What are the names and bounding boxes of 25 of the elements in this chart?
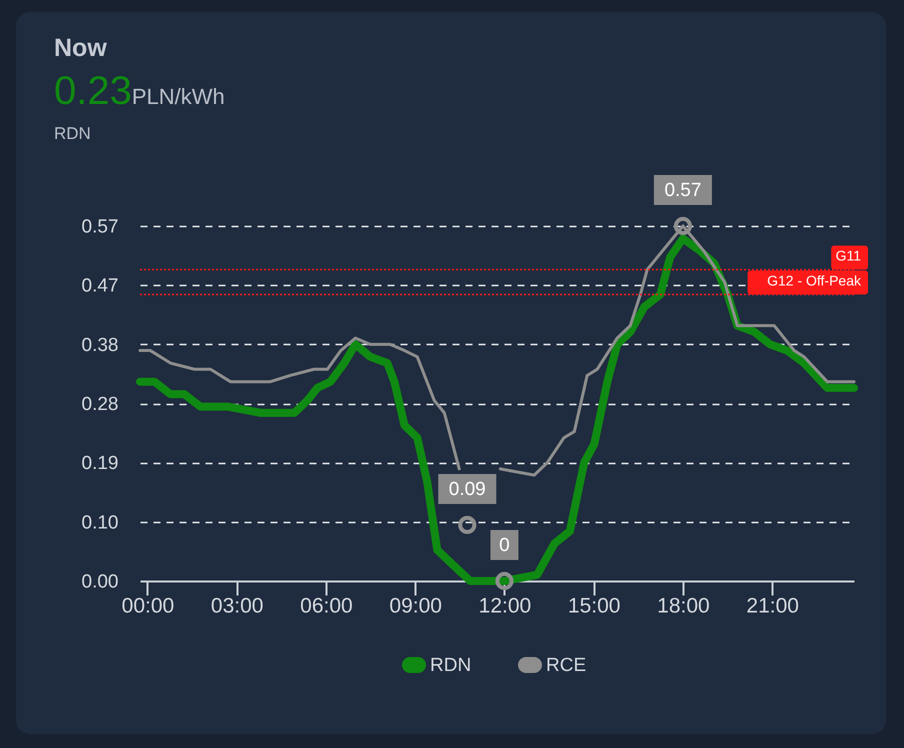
ref-line-label: G11 <box>836 248 862 264</box>
chart-title: Now <box>54 34 108 63</box>
text: RDN <box>54 124 92 144</box>
y-tick-label: 0.19 <box>82 453 118 474</box>
x-tick-label: 03:00 <box>210 594 264 618</box>
y-tick-label: 0.28 <box>82 394 118 415</box>
chart-subtitle: 0.23PLN/kWh <box>54 69 225 113</box>
annotation: 0.57 <box>664 180 702 201</box>
legend-label: RDN <box>430 655 472 676</box>
y-tick-label: 0.10 <box>82 512 118 534</box>
y-tick-label: 0.47 <box>82 276 118 297</box>
y-tick-label: 0.00 <box>82 572 118 592</box>
x-tick-label: 00:00 <box>122 594 174 618</box>
y-tick-label: 0.38 <box>82 334 118 356</box>
annotation: 0.09 <box>448 478 486 500</box>
annotation: 0 <box>499 535 510 556</box>
y-tick-label: 0.57 <box>82 216 118 238</box>
ref-line-label: G12 - Off-Peak <box>767 272 862 289</box>
x-tick-label: 06:00 <box>300 594 353 618</box>
x-tick-label: 12:00 <box>478 594 532 618</box>
x-tick-label: 21:00 <box>746 594 799 618</box>
x-tick-label: 09:00 <box>389 594 442 618</box>
x-tick-label: 15:00 <box>568 594 620 618</box>
legend-label: RCE <box>546 655 586 676</box>
x-tick-label: 18:00 <box>657 594 710 618</box>
